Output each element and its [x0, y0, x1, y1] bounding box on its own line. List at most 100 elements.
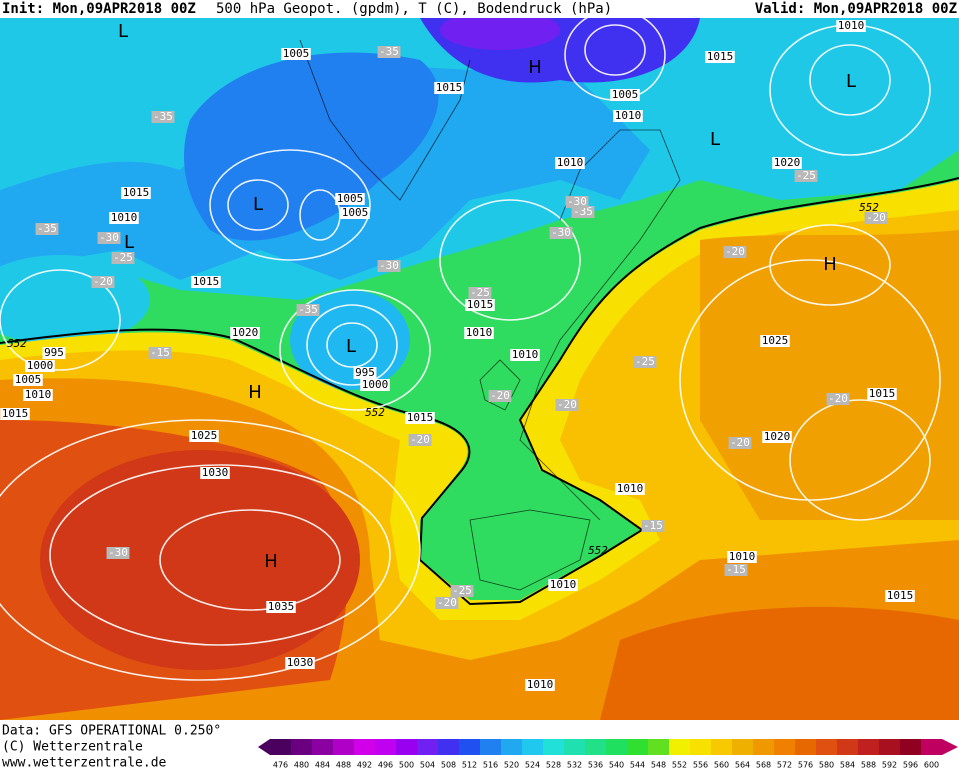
pressure-label: 1015 — [434, 81, 464, 94]
pressure-label-box — [762, 431, 792, 443]
colorbar-arrow-left — [258, 739, 270, 755]
colorbar-label: 592 — [882, 761, 897, 770]
temperature-label-box — [555, 399, 579, 411]
colorbar-label: 556 — [693, 761, 708, 770]
pressure-label-text: 1010 — [512, 348, 539, 361]
pressure-label: 1010 — [464, 326, 494, 339]
temperature-label-box — [408, 434, 432, 446]
temperature-label-box — [35, 223, 59, 235]
pressure-label-text: 1020 — [232, 326, 259, 339]
pressure-label-text: 1010 — [617, 482, 644, 495]
colorbar-label: 484 — [315, 761, 330, 770]
height-label: 552 — [365, 406, 385, 419]
colorbar-cell — [543, 739, 565, 755]
pressure-label-text: 1000 — [27, 359, 54, 372]
temperature-label: -20 — [864, 211, 888, 224]
colorbar-cell — [816, 739, 838, 755]
colorbar-label: 516 — [483, 761, 498, 770]
temperature-label-box — [111, 252, 135, 264]
colorbar-cell — [627, 739, 649, 755]
colorbar-label: 568 — [756, 761, 771, 770]
pressure-label-text: 1010 — [838, 19, 865, 32]
temperature-label-box — [826, 393, 850, 405]
pressure-label: 1030 — [200, 466, 230, 479]
valid-time: Valid: Mon,09APR2018 00Z — [755, 1, 957, 17]
pressure-label-text: 1005 — [342, 206, 369, 219]
pressure-label: 995 — [42, 346, 66, 359]
pressure-label: 1010 — [613, 109, 643, 122]
colorbar-arrow-right — [942, 739, 958, 755]
pressure-label-text: 1010 — [25, 388, 52, 401]
temperature-label: -25 — [450, 584, 474, 597]
pressure-label-text: 995 — [44, 346, 64, 359]
pressure-label-text: 1010 — [550, 578, 577, 591]
pressure-label-text: 1030 — [202, 466, 229, 479]
temperature-label: -25 — [111, 251, 135, 264]
temperature-label-box — [91, 276, 115, 288]
height-label-text: 552 — [7, 337, 27, 350]
pressure-center: H — [248, 382, 262, 403]
pressure-label-box — [200, 467, 230, 479]
pressure-label-box — [465, 299, 495, 311]
pressure-label-text: 1015 — [707, 50, 734, 63]
pressure-label: 1035 — [266, 600, 296, 613]
pressure-label-box — [121, 187, 151, 199]
colorbar-label: 536 — [588, 761, 603, 770]
colorbar-cell — [333, 739, 355, 755]
temperature-label: -20 — [435, 596, 459, 609]
temperature-label: -35 — [296, 303, 320, 316]
pressure-label-text: 1020 — [764, 430, 791, 443]
colorbar-cell — [879, 739, 901, 755]
pressure-label-box — [867, 388, 897, 400]
pressure-label-text: 1015 — [436, 81, 463, 94]
temperature-label: -15 — [724, 563, 748, 576]
pressure-label: 995 — [353, 366, 377, 379]
temperature-label-text: -25 — [452, 584, 472, 597]
temperature-label-box — [571, 206, 595, 218]
pressure-label-box — [464, 327, 494, 339]
temperature-label-text: -30 — [99, 231, 119, 244]
map-title: 500 hPa Geopot. (gpdm), T (C), Bodendruc… — [216, 1, 612, 17]
colorbar-label: 508 — [441, 761, 456, 770]
pressure-label: 1025 — [760, 334, 790, 347]
colorbar-label: 528 — [546, 761, 561, 770]
pressure-label-text: 1035 — [268, 600, 295, 613]
pressure-center: L — [710, 129, 720, 150]
pressure-label-text: 1010 — [527, 678, 554, 691]
pressure-label-box — [335, 193, 365, 205]
pressure-label-text: 1005 — [15, 373, 42, 386]
temperature-label-text: -25 — [635, 355, 655, 368]
height-label: 552 — [588, 544, 608, 557]
map-field — [0, 9, 959, 720]
data-source: Data: GFS OPERATIONAL 0.250° — [2, 724, 221, 739]
colorbar-label: 600 — [924, 761, 939, 770]
colorbar-cell — [711, 739, 733, 755]
colorbar-label: 500 — [399, 761, 414, 770]
temperature-label-text: -30 — [551, 226, 571, 239]
pressure-label-text: 1025 — [762, 334, 789, 347]
colorbar-label: 480 — [294, 761, 309, 770]
pressure-label-box — [705, 51, 735, 63]
pressure-label-box — [548, 579, 578, 591]
temperature-label: -20 — [488, 389, 512, 402]
temperature-label-text: -35 — [379, 45, 399, 58]
pressure-center: L — [846, 71, 856, 92]
temperature-label: -20 — [555, 398, 579, 411]
height-label-text: 552 — [859, 201, 879, 214]
temperature-label-text: -15 — [150, 346, 170, 359]
pressure-label-box — [285, 657, 315, 669]
temperature-label: -35 — [151, 110, 175, 123]
pressure-label: 1005 — [340, 206, 370, 219]
pressure-label: 1010 — [727, 550, 757, 563]
height-label-text: 552 — [365, 406, 385, 419]
temperature-label-box — [377, 46, 401, 58]
pressure-label-text: 1005 — [337, 192, 364, 205]
colorbar-cell — [606, 739, 628, 755]
temperature-label: -20 — [408, 433, 432, 446]
colorbar-label: 540 — [609, 761, 624, 770]
pressure-label-text: 1010 — [557, 156, 584, 169]
pressure-label: 1015 — [867, 387, 897, 400]
pressure-label: 1010 — [510, 348, 540, 361]
colorbar-cell — [648, 739, 670, 755]
temperature-label-box — [794, 170, 818, 182]
